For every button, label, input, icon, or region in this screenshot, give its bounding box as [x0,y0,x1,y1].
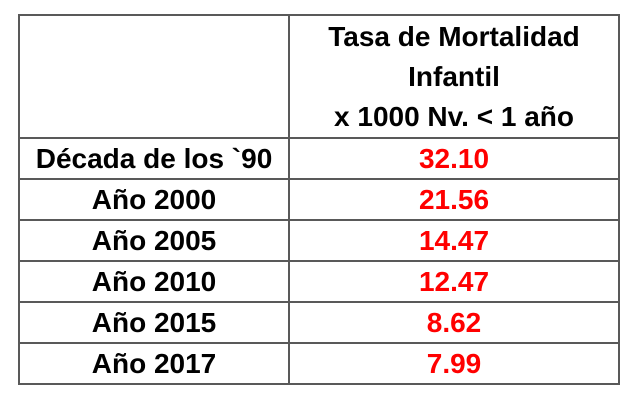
header-line-1: Tasa de Mortalidad [328,20,580,52]
column-header-mortality-rate: Tasa de Mortalidad Infantil x 1000 Nv. <… [288,14,620,139]
row-label: Año 2000 [18,178,290,221]
row-value: 21.56 [288,178,620,221]
table-row-ano-2005: Año 2005 14.47 [18,219,620,262]
row-label: Año 2017 [18,342,290,385]
row-label: Año 2015 [18,301,290,344]
table-header-row: Tasa de Mortalidad Infantil x 1000 Nv. <… [18,14,620,139]
table-row-ano-2000: Año 2000 21.56 [18,178,620,221]
row-label: Año 2010 [18,260,290,303]
empty-corner-cell [18,14,290,139]
mortality-table: Tasa de Mortalidad Infantil x 1000 Nv. <… [18,14,620,385]
table-row-ano-2015: Año 2015 8.62 [18,301,620,344]
row-value: 32.10 [288,137,620,180]
table-row-ano-2010: Año 2010 12.47 [18,260,620,303]
header-line-3: x 1000 Nv. < 1 año [334,100,574,132]
row-label: Año 2005 [18,219,290,262]
row-label: Década de los `90 [18,137,290,180]
row-value: 14.47 [288,219,620,262]
row-value: 8.62 [288,301,620,344]
row-value: 7.99 [288,342,620,385]
row-value: 12.47 [288,260,620,303]
table-row-decada-90: Década de los `90 32.10 [18,137,620,180]
table-row-ano-2017: Año 2017 7.99 [18,342,620,385]
header-line-2: Infantil [408,60,500,92]
